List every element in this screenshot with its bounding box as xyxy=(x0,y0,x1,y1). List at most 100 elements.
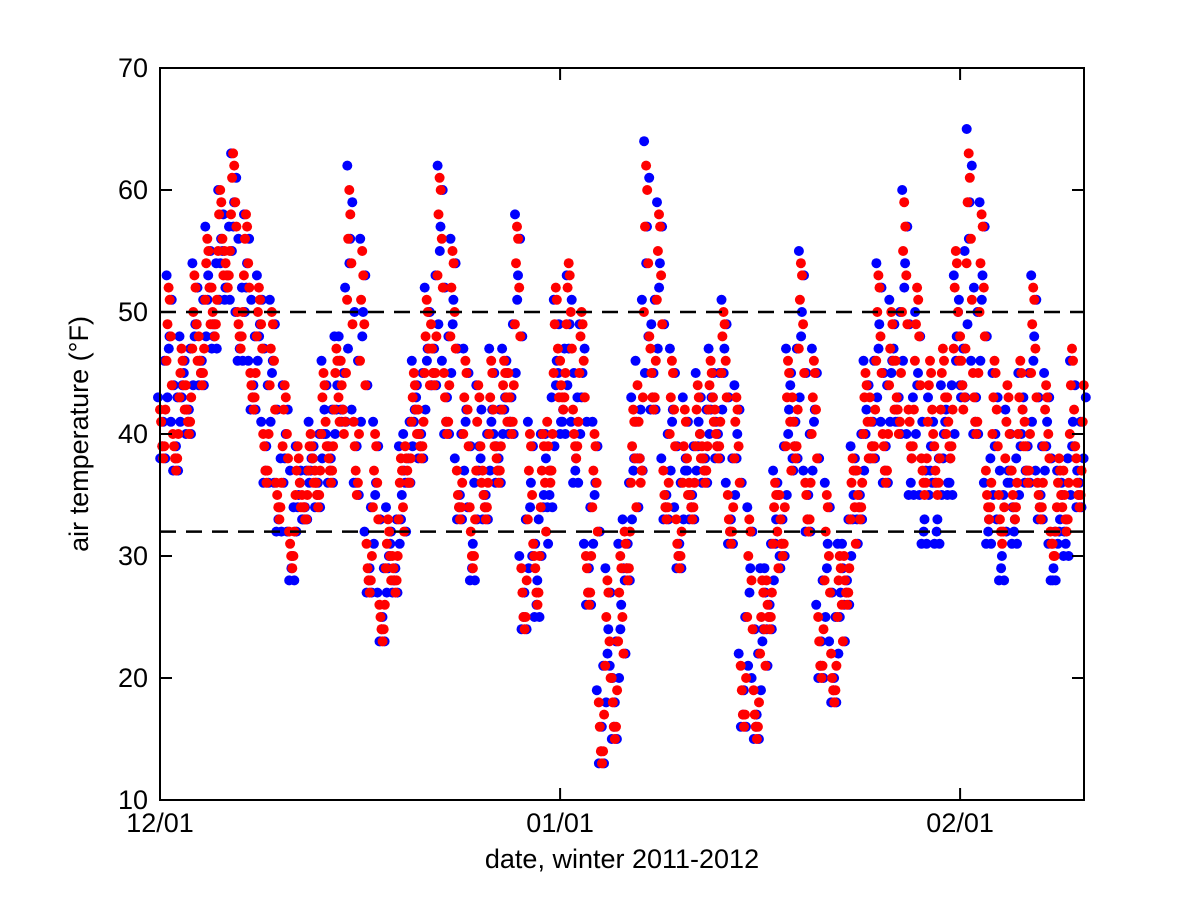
red-data-point xyxy=(190,282,201,293)
red-data-point xyxy=(313,502,324,513)
red-data-point xyxy=(768,538,778,549)
red-data-point xyxy=(635,477,646,488)
red-data-point xyxy=(392,551,403,561)
blue-data-point xyxy=(910,429,921,439)
red-data-point xyxy=(692,380,703,391)
red-data-point xyxy=(890,355,901,366)
red-data-point xyxy=(249,392,260,403)
blue-data-point xyxy=(656,453,667,464)
red-data-point xyxy=(366,551,377,561)
blue-data-point xyxy=(886,368,897,378)
red-data-point xyxy=(285,538,296,549)
red-data-point xyxy=(209,331,220,342)
blue-data-point xyxy=(1047,575,1058,586)
red-data-point xyxy=(930,465,941,476)
red-data-point xyxy=(246,380,257,391)
red-data-point xyxy=(769,502,780,513)
red-data-point xyxy=(939,355,949,366)
red-data-point xyxy=(1074,502,1085,513)
red-data-point xyxy=(191,319,202,330)
red-data-point xyxy=(795,258,806,269)
blue-data-point xyxy=(690,368,701,378)
blue-data-point xyxy=(510,368,521,378)
blue-data-point xyxy=(447,319,458,330)
red-data-point xyxy=(1057,502,1068,513)
red-data-point xyxy=(546,465,557,476)
blue-data-point xyxy=(163,343,174,354)
red-data-point xyxy=(545,477,556,488)
red-data-point xyxy=(203,246,214,256)
blue-data-point xyxy=(976,294,987,305)
red-data-point xyxy=(215,185,226,195)
red-data-point xyxy=(547,429,558,439)
red-data-point xyxy=(473,380,484,391)
red-data-point xyxy=(669,404,680,415)
red-data-point xyxy=(986,477,997,488)
blue-data-point xyxy=(730,490,741,500)
blue-data-point xyxy=(935,380,946,391)
red-data-point xyxy=(527,490,538,500)
blue-data-point xyxy=(636,294,647,305)
blue-data-point xyxy=(1011,453,1022,464)
red-data-point xyxy=(459,392,470,403)
red-data-point xyxy=(663,477,674,488)
blue-data-point xyxy=(544,490,555,500)
blue-data-point xyxy=(187,258,198,269)
red-data-point xyxy=(798,319,809,330)
red-data-point xyxy=(706,368,717,378)
blue-data-point xyxy=(691,465,702,476)
blue-data-point xyxy=(783,429,794,439)
red-data-point xyxy=(694,429,705,439)
red-data-point xyxy=(984,514,995,525)
red-data-point xyxy=(762,599,773,610)
blue-data-point xyxy=(858,355,869,366)
red-data-point xyxy=(457,477,468,488)
red-data-point xyxy=(988,392,999,403)
red-data-point xyxy=(840,575,850,586)
red-data-point xyxy=(817,660,828,671)
blue-data-point xyxy=(781,343,791,354)
blue-data-point xyxy=(994,465,1005,476)
red-data-point xyxy=(1068,355,1078,366)
red-data-point xyxy=(778,538,789,549)
red-data-point xyxy=(378,624,389,635)
red-data-point xyxy=(617,612,628,622)
red-data-point xyxy=(985,502,996,513)
red-data-point xyxy=(1059,490,1070,500)
blue-data-point xyxy=(884,294,895,305)
red-data-point xyxy=(869,441,880,452)
red-data-point xyxy=(644,331,655,342)
red-data-point xyxy=(728,502,739,513)
red-data-point xyxy=(720,355,731,366)
blue-data-point xyxy=(319,404,330,415)
red-data-point xyxy=(704,380,715,391)
red-data-point xyxy=(943,416,954,427)
red-data-point xyxy=(812,453,823,464)
red-data-point xyxy=(957,380,968,391)
blue-data-point xyxy=(600,563,611,574)
red-data-point xyxy=(267,319,278,330)
red-data-point xyxy=(523,465,534,476)
blue-data-point xyxy=(720,477,731,488)
y-tick-label: 10 xyxy=(118,785,148,815)
red-data-point xyxy=(323,453,334,464)
red-data-point xyxy=(818,624,829,635)
red-data-point xyxy=(999,502,1010,513)
blue-data-point xyxy=(342,160,353,171)
red-data-point xyxy=(475,441,486,452)
red-data-point xyxy=(302,490,313,500)
blue-data-point xyxy=(153,392,163,403)
red-data-point xyxy=(394,477,405,488)
red-data-point xyxy=(784,368,795,378)
red-data-point xyxy=(746,575,757,586)
red-data-point xyxy=(1049,551,1060,561)
red-data-point xyxy=(390,587,401,598)
red-data-point xyxy=(171,465,182,476)
blue-data-point xyxy=(421,355,432,366)
red-data-point xyxy=(736,685,747,696)
blue-data-point xyxy=(759,563,770,574)
red-data-point xyxy=(1037,477,1048,488)
blue-data-point xyxy=(267,368,277,378)
red-data-point xyxy=(370,429,381,439)
red-data-point xyxy=(216,197,227,208)
